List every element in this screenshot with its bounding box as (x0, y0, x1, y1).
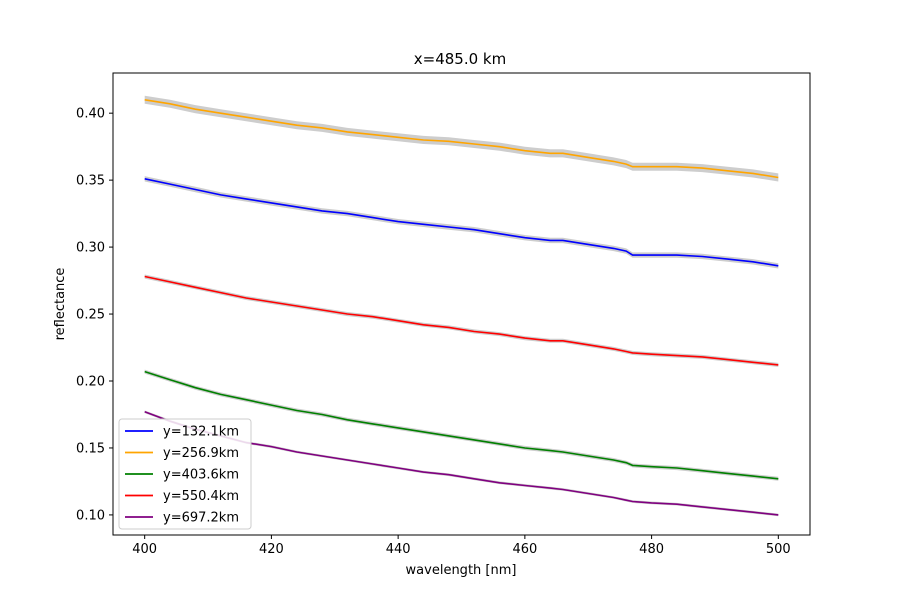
legend: y=132.1km y=256.9km y=403.6km y=550.4km y=69… (118, 418, 252, 530)
plot-area (144, 95, 779, 517)
y-tick-label: 0.40 (76, 107, 105, 122)
y-tick-label: 0.20 (76, 375, 105, 390)
x-tick-label: 400 (132, 542, 157, 557)
chart-title: x=485.0 km (414, 50, 506, 68)
series-line-3 (144, 370, 779, 480)
uncertainty-band-1 (144, 176, 779, 269)
y-tick-label: 0.30 (76, 241, 105, 256)
series-line-4 (144, 275, 779, 366)
x-tick-label: 460 (512, 542, 537, 557)
x-tick-label: 500 (766, 542, 791, 557)
y-tick-label: 0.15 (76, 441, 105, 456)
y-axis: 0.10 0.15 0.20 0.25 0.30 0.35 0.40 (76, 107, 113, 523)
uncertainty-band-2 (144, 95, 779, 182)
legend-label-2: y=256.9km (163, 446, 239, 461)
y-tick-label: 0.35 (76, 174, 105, 189)
x-axis: 400 420 440 460 480 500 (132, 535, 791, 557)
legend-label-5: y=697.2km (163, 511, 239, 526)
x-tick-label: 440 (386, 542, 411, 557)
y-tick-label: 0.25 (76, 308, 105, 323)
y-axis-label: reflectance (53, 268, 68, 341)
legend-box (118, 418, 252, 530)
axes-frame (112, 72, 811, 536)
legend-label-1: y=132.1km (163, 425, 239, 440)
series-line-2 (144, 99, 779, 179)
x-axis-label: wavelength [nm] (406, 563, 517, 578)
x-tick-label: 480 (639, 542, 664, 557)
y-tick-label: 0.10 (76, 508, 105, 523)
x-tick-label: 420 (259, 542, 284, 557)
series-line-5 (144, 411, 779, 516)
series-line-1 (144, 178, 779, 267)
legend-label-4: y=550.4km (163, 489, 239, 504)
legend-label-3: y=403.6km (163, 468, 239, 483)
